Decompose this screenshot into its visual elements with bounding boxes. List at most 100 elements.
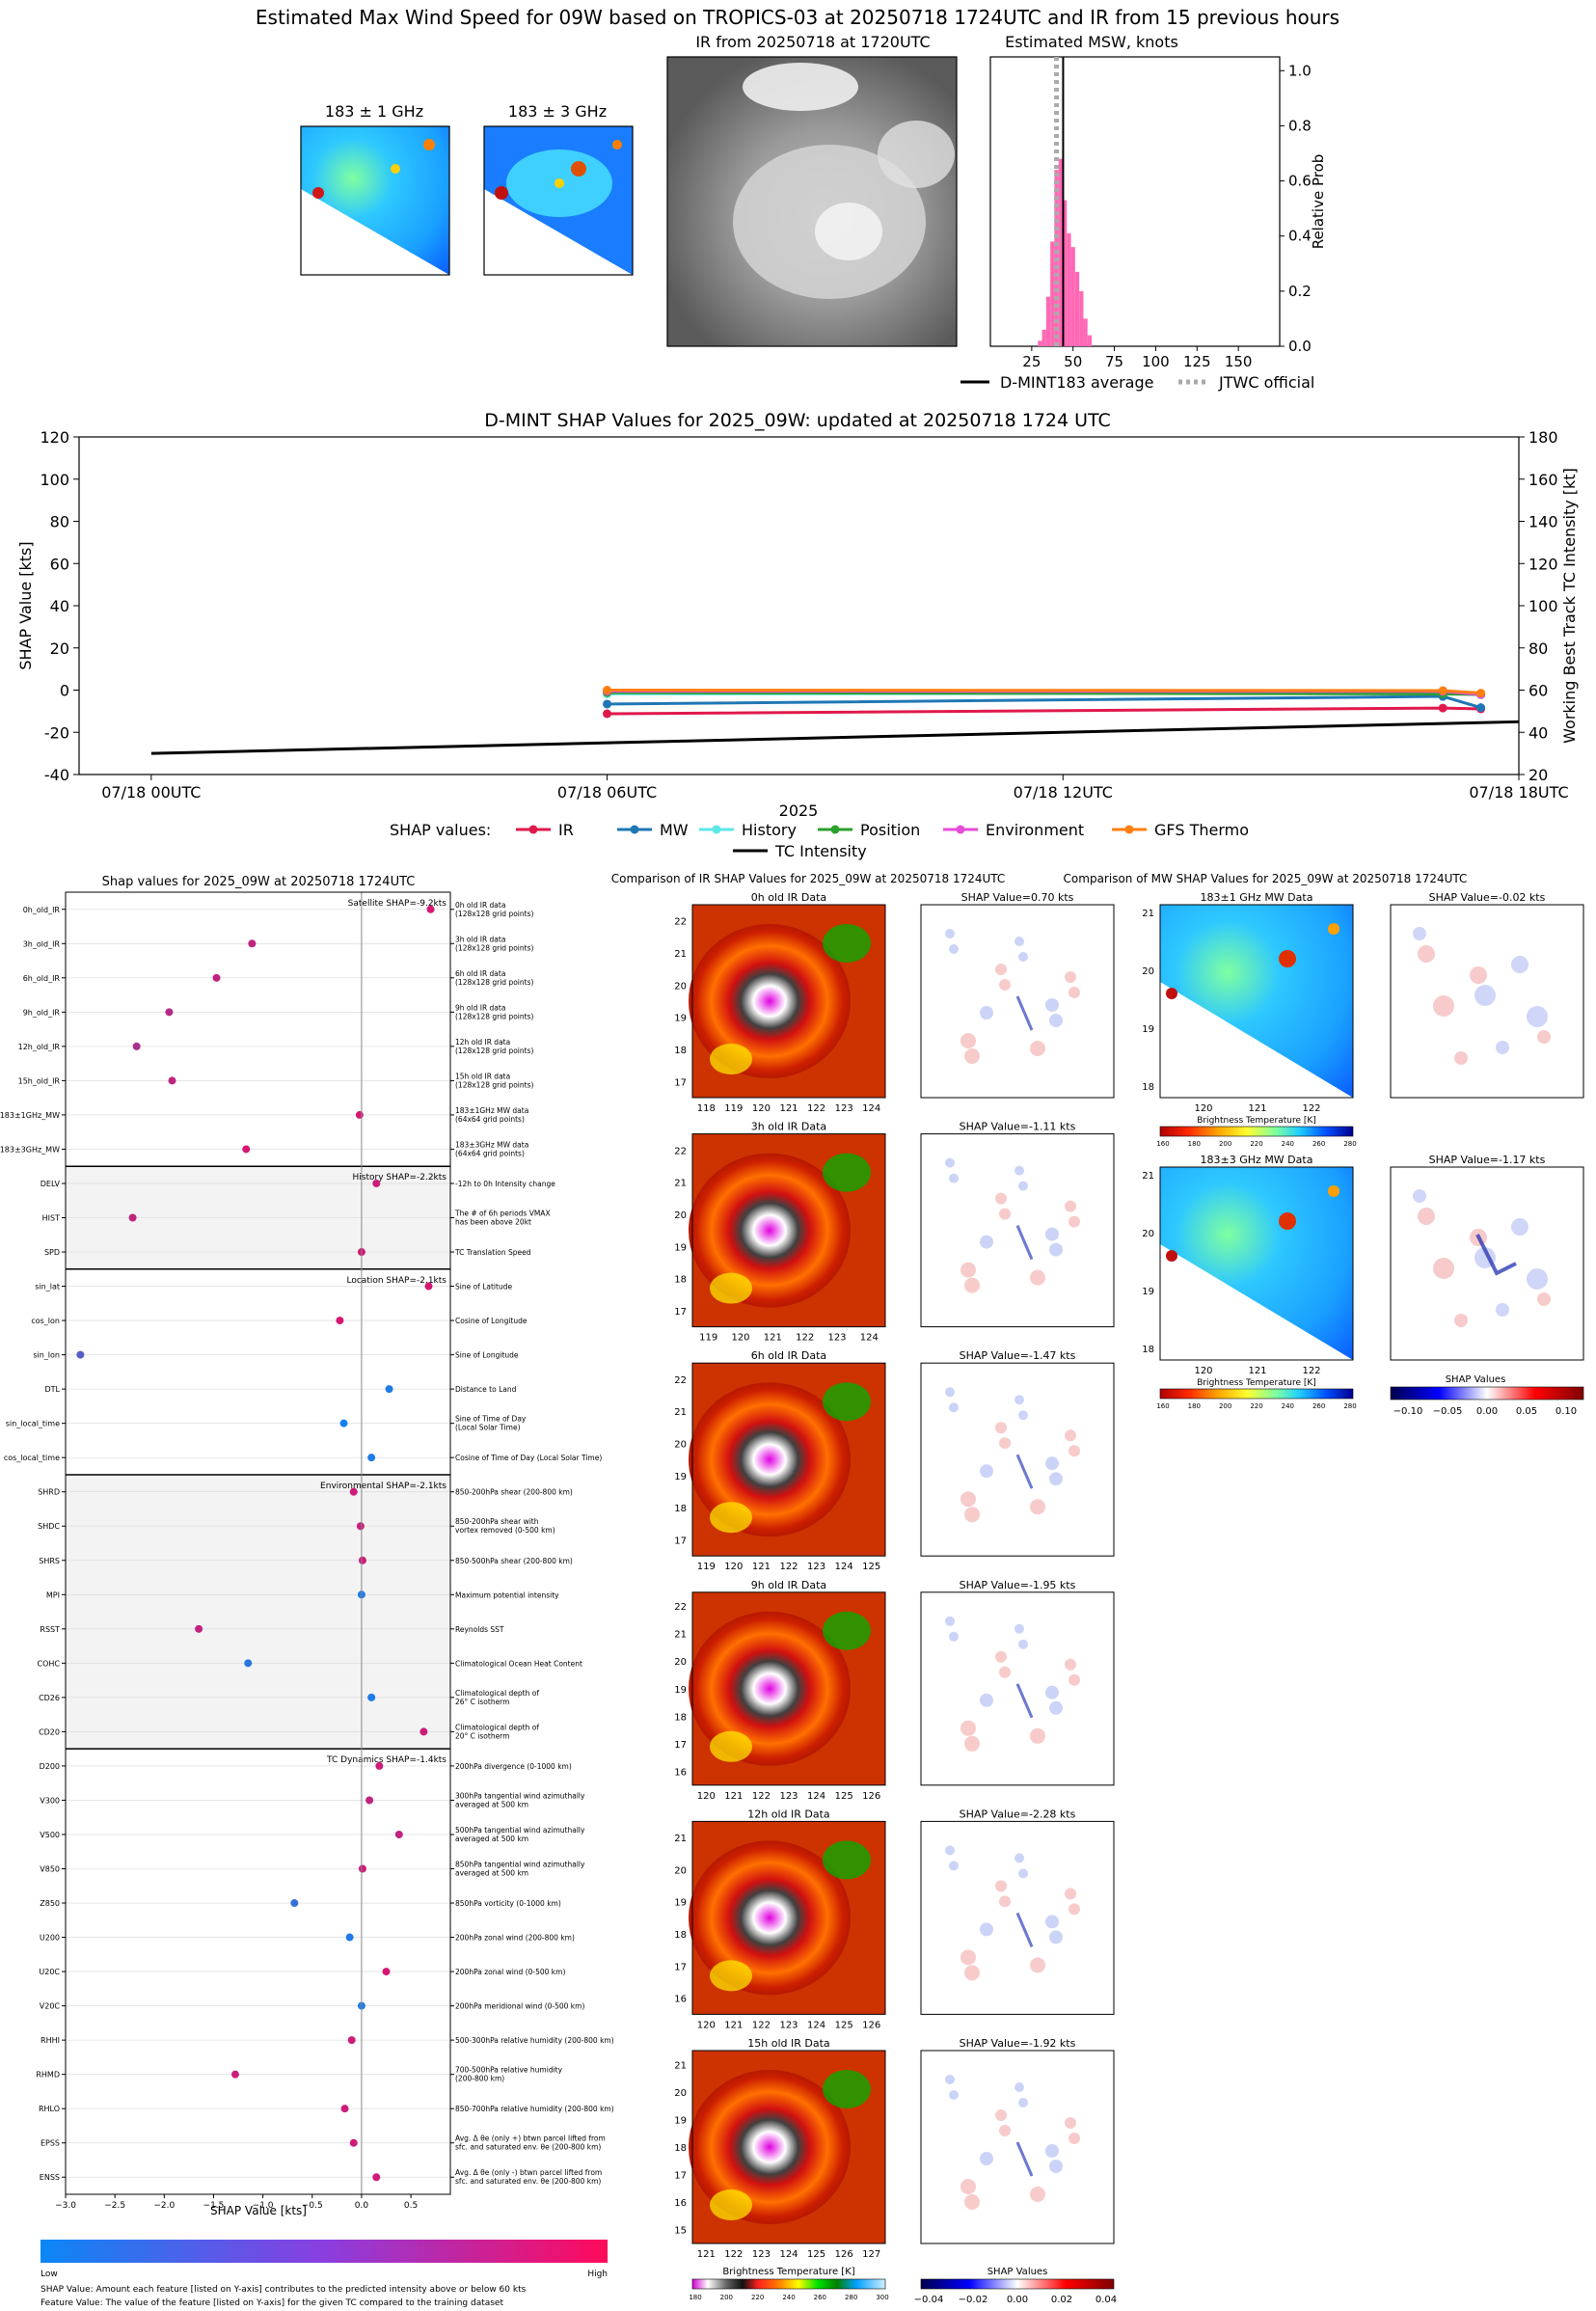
mw-shap-blob: [1527, 1006, 1548, 1027]
ir-shap-blob: [1014, 937, 1024, 946]
timeseries-y-right-tick-label: 120: [1528, 555, 1558, 573]
ir-x-tick-label: 126: [835, 2249, 853, 2260]
ir-shap-blob: [964, 2194, 980, 2210]
ir-shap-blob: [960, 1033, 976, 1048]
feature-name-label: 6h_old_IR: [23, 974, 61, 983]
ir-data-title: 6h old IR Data: [751, 1349, 826, 1362]
ir-y-tick-label: 18: [674, 2143, 687, 2154]
ir-cloud-band: [823, 1382, 871, 1422]
ir-shap-blob: [1049, 1014, 1063, 1027]
histogram-x-tick-label: 75: [1105, 353, 1123, 370]
mw-y-tick-label: 18: [1142, 1082, 1154, 1093]
feature-shap-point: [367, 1454, 376, 1462]
ir-x-tick-label: 122: [779, 1562, 798, 1572]
ir-shap-blob: [1045, 1456, 1059, 1471]
mw-data-title: 183±3 GHz MW Data: [1201, 1154, 1313, 1166]
ir-shap-blob: [980, 1922, 993, 1937]
msw-histogram-chart: Estimated MSW, knots 25 50 75 100 125 150 0.0 0…: [960, 33, 1327, 392]
ir-x-tick-label: 123: [779, 1791, 798, 1802]
timeseries-y-tick-label: 0: [60, 682, 69, 700]
mw-y-tick-label: 21: [1142, 1171, 1154, 1182]
timeseries-y-right-tick-label: 80: [1528, 639, 1548, 658]
ir-shap-blob: [945, 1845, 955, 1856]
mw-x-tick-label: 121: [1248, 1103, 1266, 1114]
feature-description-label: sfc. and saturated env. θe (200-800 km): [455, 2177, 601, 2186]
mw-y-tick-label: 19: [1142, 1024, 1154, 1035]
feature-shap-point: [394, 1830, 403, 1838]
shap-timeseries-chart: D-MINT SHAP Values for 2025_09W: updated…: [16, 410, 1579, 860]
ir-shap-colorbar-label: SHAP Values: [987, 2267, 1048, 2277]
ir-shap-tick-label: 0.00: [1007, 2295, 1028, 2305]
ir-y-tick-label: 17: [674, 2171, 687, 2182]
feature-shap-point: [367, 1693, 376, 1701]
ir-shap-blob: [1014, 2082, 1024, 2092]
ir-shap-title: SHAP Value=-2.28 kts: [960, 1808, 1076, 1820]
feature-description-label: 200hPa zonal wind (0-500 km): [455, 1968, 565, 1976]
mw-x-tick-label: 121: [1248, 1366, 1266, 1376]
ir-shap-blob: [1069, 2133, 1080, 2144]
ir-x-tick-label: 119: [697, 1562, 716, 1572]
mw-panel-frame: [1159, 904, 1354, 1099]
ir-x-tick-label: 123: [827, 1333, 846, 1344]
ir-x-tick-label: 120: [724, 1562, 743, 1572]
ir-shap-blob: [1018, 1181, 1028, 1191]
feature-description-label: 500-300hPa relative humidity (200-800 km…: [455, 2036, 614, 2045]
legend-title: SHAP values:: [390, 821, 491, 839]
feature-name-label: SHRD: [38, 1488, 60, 1497]
feature-shap-point: [165, 1008, 174, 1017]
feature-name-label: 183±1GHz_MW: [0, 1111, 60, 1120]
legend-marker-environment: [956, 825, 965, 834]
feature-description-label: Avg. Δ θe (only +) btwn parcel lifted fr…: [455, 2134, 606, 2143]
histogram-bar: [1087, 335, 1092, 346]
feature-description-label: 500hPa tangential wind azimuthally: [455, 1826, 585, 1835]
mw-y-tick-label: 20: [1142, 966, 1154, 977]
feature-name-label: 183±3GHz_MW: [0, 1145, 60, 1154]
feature-description-label: Climatological depth of: [455, 1723, 539, 1731]
ir-cloud-band: [710, 1960, 752, 1992]
feature-x-tick-label: −2.0: [153, 2201, 175, 2211]
ir-shap-blob: [945, 1616, 955, 1626]
colorbar-low-label: Low: [41, 2270, 58, 2279]
feature-description-label: Climatological depth of: [455, 1689, 539, 1698]
timeseries-legend: SHAP values: IR MW History Position Environm…: [390, 821, 1249, 860]
ir-cloud-band: [823, 2070, 871, 2108]
legend-label-environment: Environment: [986, 821, 1084, 839]
ir-shap-blob: [1049, 1700, 1063, 1715]
feature-description-label: averaged at 500 km: [455, 1800, 528, 1808]
ir-x-tick-label: 119: [699, 1333, 717, 1344]
ir-shap-blob: [1045, 998, 1059, 1012]
ir-x-tick-label: 124: [779, 2249, 798, 2260]
legend-marker-history: [712, 825, 721, 834]
ir-shap-blob: [1065, 1888, 1076, 1900]
mw-shap-tick-label: 0.10: [1555, 1406, 1577, 1417]
ir-x-tick-label: 122: [796, 1333, 814, 1344]
timeseries-y-tick-label: 20: [50, 639, 69, 658]
ir-y-tick-label: 19: [674, 1014, 687, 1024]
ir-shap-blob: [999, 1437, 1011, 1450]
feature-name-label: U20C: [39, 1968, 60, 1976]
mw-hotspot: [1166, 988, 1177, 999]
mw-bt-tick-label: 160: [1156, 1402, 1169, 1410]
ir-x-tick-label: 123: [835, 1103, 853, 1114]
mw-shap-blob: [1470, 966, 1487, 984]
ir-shap-blob: [1045, 1915, 1059, 1929]
histogram-bar: [1045, 296, 1051, 346]
ir-shap-tick-label: −0.04: [914, 2295, 944, 2305]
feature-description-label: averaged at 500 km: [455, 1835, 528, 1843]
ir-shap-colorbar: SHAP Values −0.04 −0.02 0.00 0.02 0.04: [914, 2267, 1117, 2305]
ir-x-tick-label: 120: [731, 1333, 749, 1344]
feature-name-label: RSST: [40, 1625, 60, 1634]
histogram-y-label: Relative Prob: [1310, 154, 1327, 250]
mw-bt-colorbar: [1159, 1388, 1354, 1400]
feature-name-label: SPD: [44, 1248, 60, 1257]
ir-storm-core: [689, 1611, 851, 1766]
ir-shap-blob: [1014, 1853, 1024, 1863]
feature-description-label: sfc. and saturated env. θe (200-800 km): [455, 2143, 601, 2152]
ir-y-tick-label: 19: [674, 1472, 687, 1482]
legend-marker-mw: [630, 825, 639, 834]
ir-shap-blob: [1018, 1868, 1028, 1879]
ir-x-tick-label: 119: [724, 1103, 743, 1114]
group-shading: [66, 1474, 450, 1750]
ir-y-tick-label: 17: [674, 1962, 687, 1972]
feature-name-label: U200: [40, 1934, 60, 1943]
